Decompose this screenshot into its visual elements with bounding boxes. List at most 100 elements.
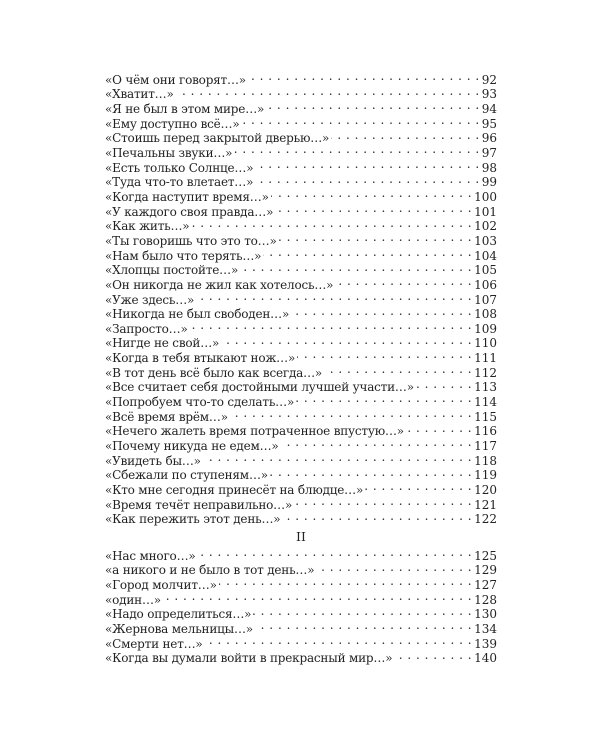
entry-page-number: 106 (474, 277, 497, 292)
entry-title: «Сбежали по ступеням…» (105, 468, 268, 483)
toc-entry: «Есть только Солнце…» 98 (105, 157, 497, 175)
entry-page-number: 130 (474, 607, 497, 622)
toc-section-2: «Нас много…»125«а никого и не было в тот… (105, 545, 497, 666)
dot-leader (253, 604, 472, 619)
section-heading: II (296, 529, 306, 544)
entry-page-number: 107 (474, 292, 497, 307)
toc-entry: «Я не был в этом мире…» 94 (105, 98, 497, 116)
dot-leader (219, 574, 472, 589)
entry-page-number: 127 (474, 577, 497, 592)
entry-title: «Время течёт неправильно…» (105, 497, 293, 512)
dot-leader (281, 435, 473, 450)
dot-leader (266, 98, 480, 113)
toc-entry: «Ему доступно всё…» 95 (105, 113, 497, 131)
entry-page-number: 94 (481, 101, 497, 116)
dot-leader (203, 450, 472, 465)
entry-title: «Всё время врём…» (105, 409, 228, 424)
entry-page-number: 129 (474, 563, 497, 578)
dot-leader (282, 509, 472, 524)
entry-title: «Увидеть бы…» (105, 453, 201, 468)
entry-title: «Нигде не свой…» (105, 336, 220, 351)
entry-title: «Как пережить этот день…» (105, 512, 281, 527)
dot-leader (255, 157, 479, 172)
toc-entry: «Хлопцы постойте…» 105 (105, 260, 497, 278)
entry-title: «Надо определиться…» (105, 607, 252, 622)
toc-entry: «Всё время врём…» 115 (105, 406, 497, 424)
entry-title: «В тот день всё было как всегда…» (105, 365, 323, 380)
entry-page-number: 119 (474, 468, 497, 483)
entry-title: «Когда наступит время…» (105, 189, 269, 204)
toc-entry: «Нигде не свой…» 110 (105, 333, 497, 351)
entry-page-number: 93 (481, 87, 497, 102)
dot-leader (296, 391, 472, 406)
entry-page-number: 109 (474, 321, 497, 336)
toc-entry: «Туда что-то влетает…» 99 (105, 172, 497, 190)
toc-entry: «Когда вы думали войти в прекрасный мир…… (105, 648, 497, 666)
dot-leader (294, 494, 472, 509)
entry-page-number: 92 (481, 72, 497, 87)
entry-title: «Нас много…» (105, 548, 196, 563)
toc-entry: «Сбежали по ступеням…» 119 (105, 465, 497, 483)
entry-title: «Ты говоришь что это то…» (105, 233, 277, 248)
dot-leader (234, 142, 479, 157)
entry-page-number: 97 (481, 145, 497, 160)
entry-title: «Когда вы думали войти в прекрасный мир…… (105, 651, 393, 666)
dot-leader (271, 186, 472, 201)
entry-title: «Хватит…» (105, 87, 174, 102)
entry-page-number: 100 (474, 189, 497, 204)
entry-title: «Смерти нет…» (105, 636, 203, 651)
dot-leader (416, 377, 472, 392)
entry-page-number: 105 (474, 263, 497, 278)
toc-section-1: «О чём они говорят…»92«Хватит…»93«Я не б… (105, 69, 497, 527)
entry-page-number: 121 (474, 497, 497, 512)
toc-entry: «Уже здесь…» 107 (105, 289, 497, 307)
entry-title: «Я не был в этом мире…» (105, 101, 265, 116)
dot-leader (248, 69, 480, 84)
dot-leader (275, 201, 472, 216)
toc-entry: «В тот день всё было как всегда…» 112 (105, 362, 497, 380)
dot-leader (297, 347, 472, 362)
dot-leader (394, 648, 472, 663)
entry-title: «Нам было что терять…» (105, 248, 262, 263)
dot-leader (365, 479, 472, 494)
dot-leader (316, 560, 472, 575)
entry-title: «Ему доступно всё…» (105, 116, 240, 131)
toc-entry: «Надо определиться…» 130 (105, 604, 497, 622)
dot-leader (335, 274, 472, 289)
entry-title: «Как жить…» (105, 219, 190, 234)
toc-entry: «Хватит…» 93 (105, 84, 497, 102)
toc-entry: «Печальны звуки…» 97 (105, 142, 497, 160)
toc-entry: «Нам было что терять…» 104 (105, 245, 497, 263)
entry-page-number: 140 (474, 651, 497, 666)
entry-title: «Запросто…» (105, 321, 188, 336)
dot-leader (255, 618, 472, 633)
entry-page-number: 125 (474, 548, 497, 563)
dot-leader (196, 289, 472, 304)
entry-title: «один…» (105, 592, 161, 607)
toc-entry: «Смерти нет…» 139 (105, 633, 497, 651)
dot-leader (191, 216, 472, 231)
entry-page-number: 102 (474, 219, 497, 234)
entry-title: «Есть только Солнце…» (105, 160, 254, 175)
toc-entry: «Ты говоришь что это то…» 103 (105, 230, 497, 248)
entry-page-number: 139 (474, 636, 497, 651)
entry-page-number: 117 (474, 439, 497, 454)
toc-entry: «Когда в тебя втыкают нож…» 111 (105, 347, 497, 365)
toc-entry: «Увидеть бы…» 118 (105, 450, 497, 468)
entry-title: «Уже здесь…» (105, 292, 195, 307)
entry-page-number: 113 (474, 380, 497, 395)
entry-page-number: 99 (481, 175, 497, 190)
toc-entry: «Запросто…» 109 (105, 318, 497, 336)
entry-title: «Туда что-то влетает…» (105, 175, 254, 190)
toc-entry: «Как пережить этот день…» 122 (105, 509, 497, 527)
dot-leader (279, 230, 472, 245)
entry-page-number: 103 (474, 233, 497, 248)
entry-page-number: 95 (481, 116, 497, 131)
entry-title: «Хлопцы постойте…» (105, 263, 239, 278)
entry-title: «Печальны звуки…» (105, 145, 233, 160)
dot-leader (270, 465, 472, 480)
entry-page-number: 112 (474, 365, 497, 380)
dot-leader (221, 333, 472, 348)
entry-page-number: 111 (474, 351, 497, 366)
dot-leader (205, 633, 473, 648)
